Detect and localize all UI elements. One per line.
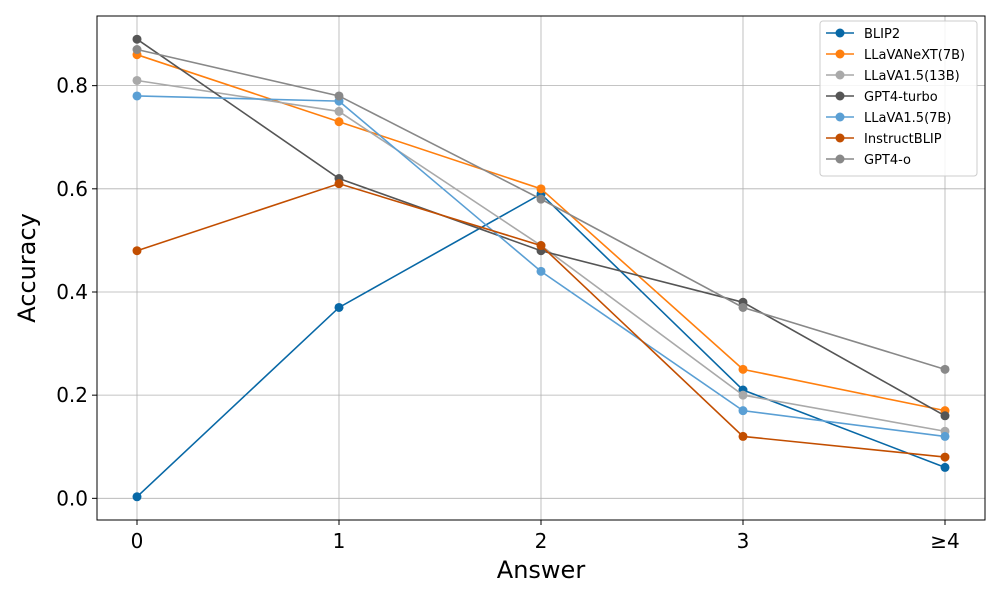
data-point [738,406,748,416]
data-point [132,34,142,44]
x-tick-label: ≥4 [930,529,959,553]
x-tick-label: 0 [131,529,144,553]
legend-label: GPT4-o [864,153,911,168]
legend-marker [835,133,845,143]
data-point [940,364,950,374]
data-point [536,241,546,251]
data-point [334,117,344,127]
x-tick-label: 1 [333,529,346,553]
data-point [334,179,344,189]
y-axis-title: Accuracy [13,213,41,323]
data-point [738,390,748,400]
data-point [132,45,142,55]
y-tick-label: 0.6 [56,177,88,201]
legend-label: LLaVA1.5(13B) [864,69,960,84]
data-point [536,184,546,194]
legend-entry: BLIP2 [826,27,900,42]
legend: BLIP2 LLaVANeXT(7B) LLaVA1.5(13B) GPT4-turb… [819,20,978,177]
y-tick-label: 0.0 [56,486,88,510]
legend-marker [835,154,845,164]
data-point [738,302,748,312]
y-tick-label: 0.8 [56,74,88,98]
legend-label: LLaVANeXT(7B) [864,48,965,63]
x-tick-label: 3 [737,529,750,553]
legend-entry: InstructBLIP [826,132,942,147]
data-point [536,266,546,276]
y-tick-label: 0.4 [56,280,88,304]
tick-layer: 0 1 2 3 ≥4 0.0 0.2 0.4 0.6 0.8 [56,74,960,553]
data-point [536,194,546,204]
legend-entry: LLaVA1.5(7B) [826,111,951,126]
data-point [940,431,950,441]
legend-box [819,20,978,177]
legend-marker [835,28,845,38]
x-axis-title: Answer [497,556,586,584]
data-point [940,462,950,472]
legend-marker [835,112,845,122]
x-tick-label: 2 [535,529,548,553]
data-point [738,364,748,374]
legend-label: InstructBLIP [864,132,942,147]
series-layer [132,34,950,502]
legend-marker [835,49,845,59]
data-point [132,246,142,256]
legend-entry: GPT4-o [826,153,911,168]
legend-entry: GPT4-turbo [826,90,938,105]
y-tick-label: 0.2 [56,383,88,407]
data-point [132,75,142,85]
series-gpt4-o [132,45,950,374]
data-point [940,411,950,421]
data-point [940,452,950,462]
legend-entry: LLaVANeXT(7B) [826,48,965,63]
legend-marker [835,91,845,101]
data-point [334,106,344,116]
data-point [132,91,142,101]
legend-label: BLIP2 [864,27,900,42]
data-point [334,91,344,101]
data-point [334,302,344,312]
legend-entry: LLaVA1.5(13B) [826,69,960,84]
legend-label: GPT4-turbo [864,90,938,105]
legend-label: LLaVA1.5(7B) [864,111,951,126]
data-point [738,431,748,441]
series-instructblip [132,179,950,462]
data-point [132,492,142,502]
legend-marker [835,70,845,80]
